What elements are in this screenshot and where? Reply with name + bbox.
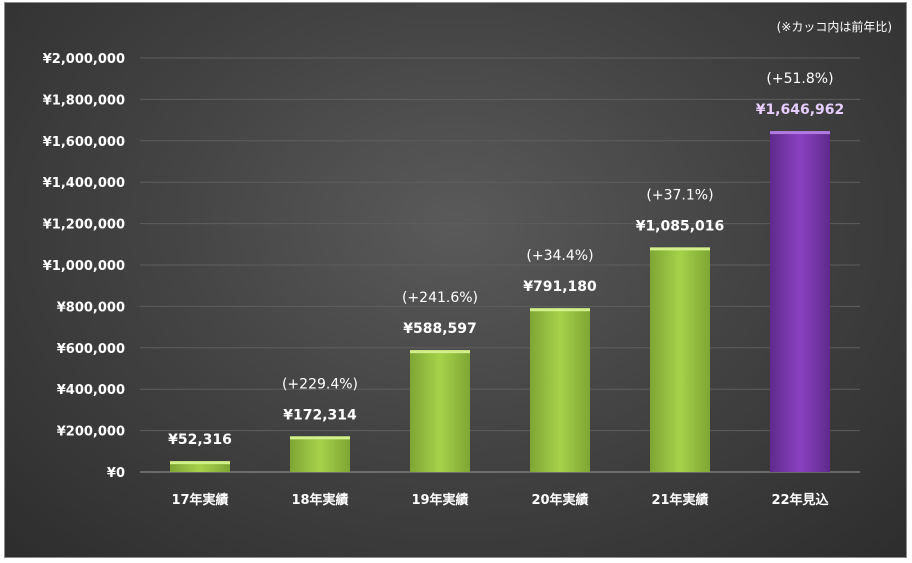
value-label: ¥52,316 — [168, 432, 232, 448]
bar-top-highlight — [530, 308, 590, 312]
x-tick-label: 19年実績 — [411, 492, 468, 508]
y-tick-label: ¥600,000 — [57, 342, 125, 357]
value-label: ¥588,597 — [403, 321, 477, 337]
bar — [770, 131, 830, 473]
gridlines — [140, 57, 860, 473]
bar-top-highlight — [290, 436, 350, 440]
x-tick-label: 21年実績 — [651, 492, 708, 508]
bar-top-highlight — [410, 350, 470, 354]
y-tick-label: ¥1,400,000 — [43, 176, 125, 191]
value-label: ¥1,646,962 — [756, 102, 845, 118]
bar-top-highlight — [170, 461, 230, 465]
value-label: ¥1,085,016 — [636, 218, 725, 234]
y-tick-label: ¥0 — [107, 466, 125, 481]
x-tick-label: 17年実績 — [171, 492, 228, 508]
bars — [170, 131, 830, 473]
y-tick-label: ¥2,000,000 — [43, 52, 125, 67]
growth-label: (+34.4%) — [526, 248, 593, 264]
y-tick-label: ¥1,000,000 — [43, 259, 125, 274]
value-label: ¥172,314 — [283, 407, 357, 423]
y-axis-tick-labels: ¥0 ¥200,000 ¥400,000 ¥600,000 ¥800,000 ¥1,000… — [43, 52, 125, 481]
bar — [410, 350, 470, 472]
bar — [290, 436, 350, 472]
data-labels: ¥52,316 ¥172,314 (+229.4%) ¥588,597 (+241.6%… — [168, 71, 844, 448]
chart-note: (※カッコ内は前年比) — [776, 20, 892, 34]
x-tick-label: 18年実績 — [291, 492, 348, 508]
growth-label: (+37.1%) — [646, 187, 713, 203]
growth-label: (+51.8%) — [766, 71, 833, 87]
x-tick-label: 22年見込 — [771, 492, 829, 508]
bar — [650, 247, 710, 472]
y-tick-label: ¥1,600,000 — [43, 135, 125, 150]
y-tick-label: ¥400,000 — [57, 383, 125, 398]
y-tick-label: ¥1,200,000 — [43, 218, 125, 233]
bar — [170, 461, 230, 472]
bar — [530, 308, 590, 472]
growth-label: (+241.6%) — [402, 290, 478, 306]
y-tick-label: ¥1,800,000 — [43, 93, 125, 108]
x-tick-label: 20年実績 — [531, 492, 588, 508]
y-tick-label: ¥200,000 — [57, 425, 125, 440]
bar-top-highlight — [770, 131, 830, 135]
value-label: ¥791,180 — [523, 279, 597, 295]
chart-frame: (※カッコ内は前年比) ¥0 ¥200,000 ¥400,000 ¥600,000 ¥8… — [4, 2, 907, 558]
x-axis-tick-labels: 17年実績 18年実績 19年実績 20年実績 21年実績 22年見込 — [171, 492, 829, 508]
y-tick-label: ¥800,000 — [57, 300, 125, 315]
growth-label: (+229.4%) — [282, 376, 358, 392]
bar-chart: ¥0 ¥200,000 ¥400,000 ¥600,000 ¥800,000 ¥1,000… — [43, 52, 860, 508]
bar-top-highlight — [650, 247, 710, 251]
